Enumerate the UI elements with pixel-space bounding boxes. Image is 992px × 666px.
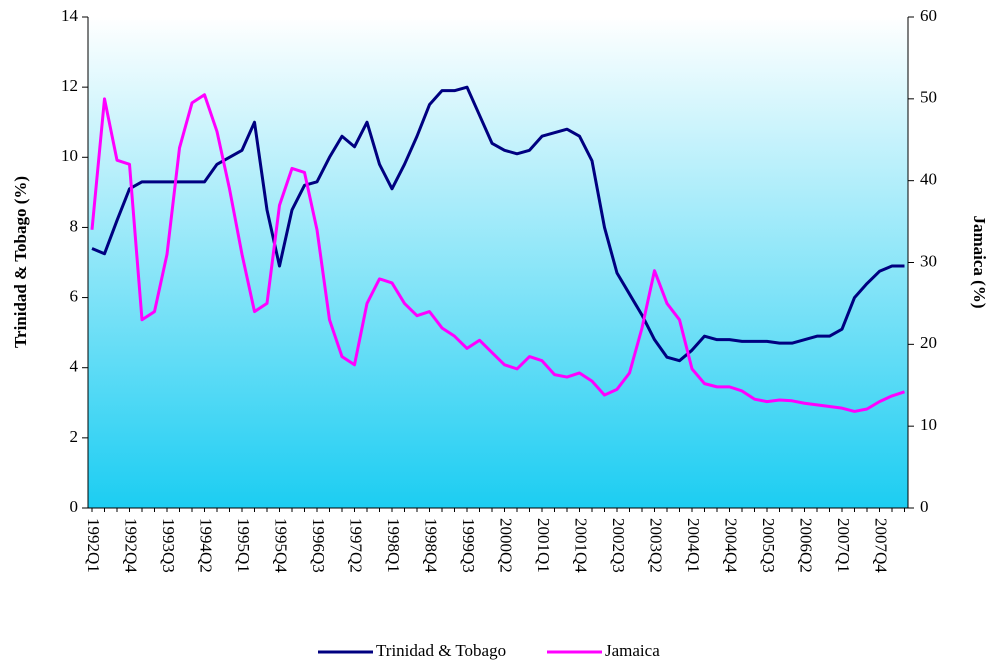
x-tick-label: 1992Q1 [84,518,103,573]
x-tick-label: 2004Q4 [722,518,741,573]
x-tick-label: 2006Q2 [797,518,816,573]
x-tick-label: 2002Q3 [609,518,628,573]
y-tick-label: 10 [61,146,78,165]
x-tick-label: 2001Q4 [572,518,591,573]
series-line [91,85,905,363]
x-tick-label: 1994Q2 [197,518,216,573]
x-tick-label: 1999Q3 [459,518,478,573]
x-tick-label: 1998Q1 [384,518,403,573]
y2-tick-label: 40 [920,170,937,189]
legend-label: Jamaica [605,641,660,660]
x-tick-label: 2007Q4 [872,518,891,573]
x-tick-label: 1995Q1 [234,518,253,573]
legend-label: Trinidad & Tobago [376,641,506,660]
x-tick-label: 1996Q3 [309,518,328,573]
x-tick-label: 2001Q1 [534,518,553,573]
y2-tick-label: 60 [920,6,937,25]
y2-tick-label: 10 [920,415,937,434]
x-tick-label: 1992Q4 [122,518,141,573]
y-tick-label: 0 [70,497,79,516]
y2-tick-label: 20 [920,333,937,352]
x-tick-label: 2004Q1 [684,518,703,573]
x-tick-label: 1997Q2 [347,518,366,573]
y-tick-label: 14 [61,6,79,25]
y-tick-label: 4 [70,357,79,376]
y2-tick-label: 0 [920,497,929,516]
series-line [90,93,905,413]
x-tick-label: 2007Q1 [834,518,853,573]
y2-tick-label: 30 [920,251,937,270]
x-tick-label: 2005Q3 [759,518,778,573]
y-tick-label: 2 [70,427,79,446]
y2-tick-label: 50 [920,88,937,107]
y-tick-label: 8 [70,216,79,235]
plot-area [88,17,908,508]
x-tick-label: 1998Q4 [422,518,441,573]
x-tick-label: 1993Q3 [159,518,178,573]
y-tick-label: 12 [61,76,78,95]
y2-axis-title: Jamaica (%) [970,215,989,308]
y-axis-title: Trinidad & Tobago (%) [11,176,30,348]
x-tick-label: 1995Q4 [272,518,291,573]
x-tick-label: 2000Q2 [497,518,516,573]
x-tick-label: 2003Q2 [647,518,666,573]
y-tick-label: 6 [70,286,79,305]
